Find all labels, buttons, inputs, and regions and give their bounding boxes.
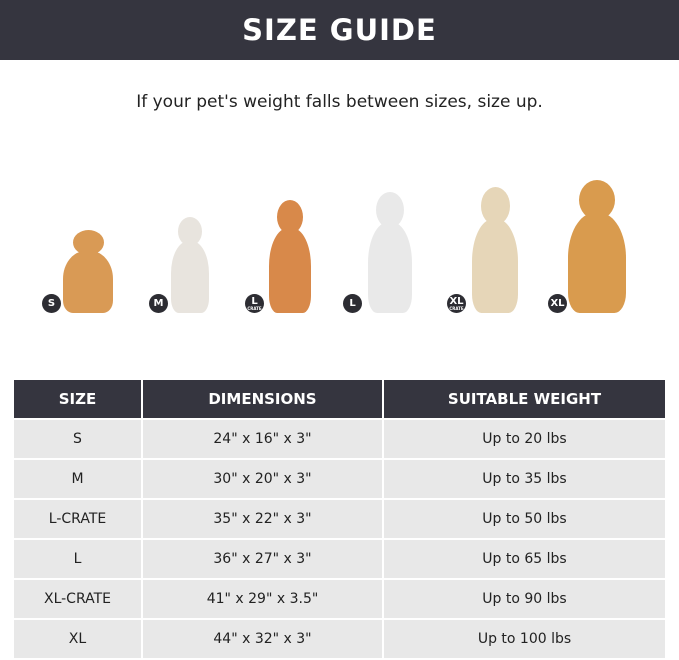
badge-sublabel: CRATE: [449, 305, 464, 311]
badge-label: XL: [449, 295, 464, 307]
cell-dimensions: 41" x 29" x 3.5": [142, 578, 384, 620]
badge-label: L: [251, 295, 258, 307]
dog-image: [561, 180, 633, 313]
table-header-row: SIZE DIMENSIONS SUITABLE WEIGHT: [14, 380, 665, 419]
cell-size: S: [14, 418, 143, 460]
size-badge: XL CRATE: [447, 294, 466, 313]
header-size: SIZE: [14, 380, 143, 419]
dog-image: [362, 192, 418, 313]
size-badge: L: [343, 294, 362, 313]
cell-size: M: [14, 458, 143, 500]
size-badge: M: [149, 294, 168, 313]
dog-image: [466, 187, 524, 313]
dog-image: [57, 230, 119, 313]
cell-size: XL: [14, 618, 143, 660]
cell-weight: Up to 20 lbs: [383, 418, 665, 460]
cell-dimensions: 24" x 16" x 3": [142, 418, 384, 460]
table-row: XL-CRATE 41" x 29" x 3.5" Up to 90 lbs: [14, 578, 665, 620]
cell-dimensions: 35" x 22" x 3": [142, 498, 384, 540]
cell-dimensions: 44" x 32" x 3": [142, 618, 384, 660]
table-row: L-CRATE 35" x 22" x 3" Up to 50 lbs: [14, 498, 665, 540]
badge-sublabel: CRATE: [247, 305, 262, 311]
size-badge: L CRATE: [245, 294, 264, 313]
table-row: S 24" x 16" x 3" Up to 20 lbs: [14, 418, 665, 460]
subtitle: If your pet's weight falls between sizes…: [136, 92, 543, 112]
cell-size: L: [14, 538, 143, 580]
size-badge: S: [42, 294, 61, 313]
cell-weight: Up to 65 lbs: [383, 538, 665, 580]
size-badge: XL: [548, 294, 567, 313]
badge-label: S: [47, 297, 56, 309]
cell-weight: Up to 35 lbs: [383, 458, 665, 500]
size-table: SIZE DIMENSIONS SUITABLE WEIGHT S 24" x 1…: [14, 380, 665, 660]
cell-size: XL-CRATE: [14, 578, 143, 620]
header-weight: SUITABLE WEIGHT: [383, 380, 665, 419]
badge-label: XL: [550, 297, 565, 309]
header-dimensions: DIMENSIONS: [142, 380, 384, 419]
table-row: L 36" x 27" x 3" Up to 65 lbs: [14, 538, 665, 580]
cell-dimensions: 30" x 20" x 3": [142, 458, 384, 500]
table-row: M 30" x 20" x 3" Up to 35 lbs: [14, 458, 665, 500]
cell-size: L-CRATE: [14, 498, 143, 540]
cell-dimensions: 36" x 27" x 3": [142, 538, 384, 580]
title-banner: SIZE GUIDE: [0, 0, 679, 60]
table-row: XL 44" x 32" x 3" Up to 100 lbs: [14, 618, 665, 660]
dog-image: [166, 217, 214, 313]
dog-image: [264, 200, 316, 313]
cell-weight: Up to 50 lbs: [383, 498, 665, 540]
cell-weight: Up to 90 lbs: [383, 578, 665, 620]
badge-label: M: [153, 297, 164, 309]
cell-weight: Up to 100 lbs: [383, 618, 665, 660]
badge-label: L: [349, 297, 356, 309]
